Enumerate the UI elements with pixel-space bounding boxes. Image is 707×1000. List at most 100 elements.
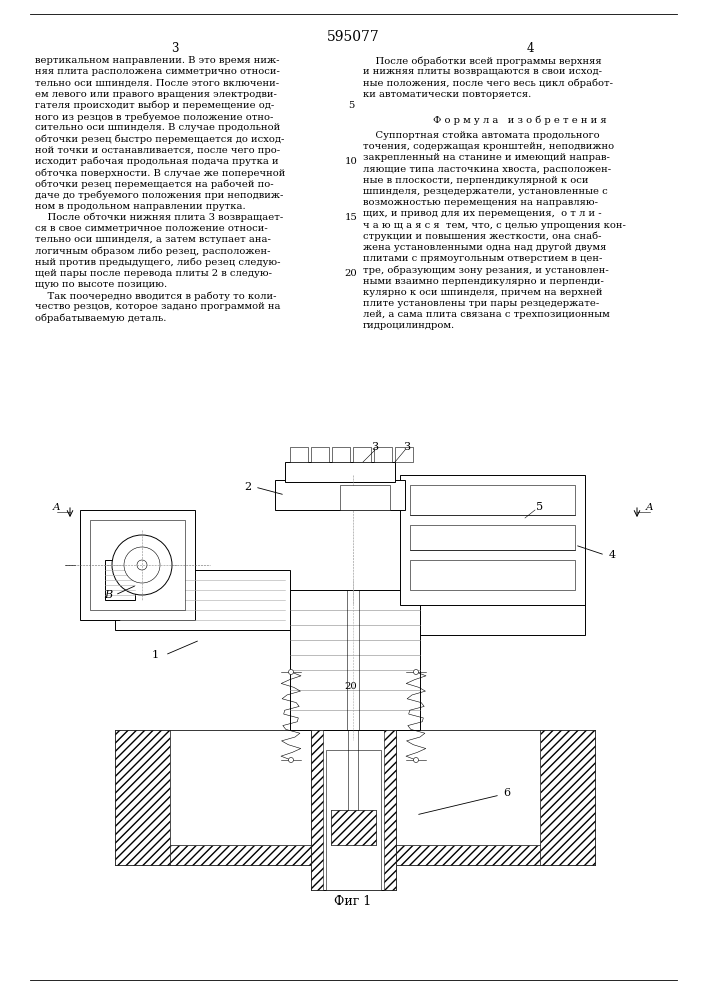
Text: 2: 2 <box>245 482 252 492</box>
Text: шпинделя, резцедержатели, установленные с: шпинделя, резцедержатели, установленные … <box>363 187 608 196</box>
Text: ся в свое симметричное положение относи-: ся в свое симметричное положение относи- <box>35 224 268 233</box>
Text: струкции и повышения жесткости, она снаб-: струкции и повышения жесткости, она снаб… <box>363 232 602 241</box>
Circle shape <box>288 670 293 674</box>
Text: исходит рабочая продольная подача прутка и: исходит рабочая продольная подача прутка… <box>35 157 279 166</box>
Text: 4: 4 <box>526 42 534 55</box>
Text: 20: 20 <box>344 269 357 278</box>
Text: После обработки всей программы верхняя: После обработки всей программы верхняя <box>363 56 602 66</box>
Bar <box>326 750 381 890</box>
Text: обточки резец быстро перемещается до исход-: обточки резец быстро перемещается до исх… <box>35 134 284 144</box>
Circle shape <box>112 535 172 595</box>
Text: После обточки нижняя плита 3 возвращает-: После обточки нижняя плита 3 возвращает- <box>35 213 284 222</box>
Text: A: A <box>646 504 654 512</box>
Circle shape <box>137 560 147 570</box>
Text: Ф о р м у л а   и з о б р е т е н и я: Ф о р м у л а и з о б р е т е н и я <box>433 115 607 125</box>
Text: ляющие типа ласточкина хвоста, расположен-: ляющие типа ласточкина хвоста, расположе… <box>363 165 611 174</box>
Text: ч а ю щ а я с я  тем, что, с целью упрощения кон-: ч а ю щ а я с я тем, что, с целью упроще… <box>363 221 626 230</box>
Text: няя плита расположена симметрично относи-: няя плита расположена симметрично относи… <box>35 67 280 76</box>
Text: 10: 10 <box>344 157 358 166</box>
Text: Так поочередно вводится в работу то коли-: Так поочередно вводится в работу то коли… <box>35 291 276 301</box>
Text: ки автоматически повторяется.: ки автоматически повторяется. <box>363 90 531 99</box>
Text: Фиг 1: Фиг 1 <box>334 895 372 908</box>
Bar <box>290 447 308 462</box>
Bar <box>540 730 595 865</box>
Text: обточки резец перемещается на рабочей по-: обточки резец перемещается на рабочей по… <box>35 179 274 189</box>
Text: щую по высоте позицию.: щую по высоте позицию. <box>35 280 167 289</box>
Bar <box>410 485 575 515</box>
Bar <box>290 590 420 730</box>
Bar <box>420 560 585 635</box>
Text: 5: 5 <box>348 101 354 110</box>
Bar <box>80 510 195 620</box>
Bar <box>331 810 376 845</box>
Text: закрепленный на станине и имеющий направ-: закрепленный на станине и имеющий направ… <box>363 153 610 162</box>
Text: обточка поверхности. В случае же поперечной: обточка поверхности. В случае же попереч… <box>35 168 286 178</box>
Text: плите установлены три пары резцедержате-: плите установлены три пары резцедержате- <box>363 299 600 308</box>
Circle shape <box>414 670 419 674</box>
Text: B: B <box>104 590 112 600</box>
Text: щих, и привод для их перемещения,  о т л и -: щих, и привод для их перемещения, о т л … <box>363 209 602 218</box>
Bar <box>410 525 575 550</box>
Text: ный против предыдущего, либо резец следую-: ный против предыдущего, либо резец следу… <box>35 258 281 267</box>
Bar <box>400 475 585 605</box>
Bar <box>384 730 396 890</box>
Text: A: A <box>53 504 61 512</box>
Text: 15: 15 <box>344 213 358 222</box>
Circle shape <box>124 547 160 583</box>
Text: жена установленными одна над другой двумя: жена установленными одна над другой двум… <box>363 243 607 252</box>
Bar <box>275 480 405 510</box>
Text: Суппортная стойка автомата продольного: Суппортная стойка автомата продольного <box>363 131 600 140</box>
Text: ные положения, после чего весь цикл обработ-: ные положения, после чего весь цикл обра… <box>363 78 613 88</box>
Bar <box>90 520 185 610</box>
Text: 595077: 595077 <box>327 30 380 44</box>
Bar <box>340 485 390 510</box>
Text: логичным образом либо резец, расположен-: логичным образом либо резец, расположен- <box>35 246 271 256</box>
Bar <box>115 730 170 865</box>
Bar <box>285 462 395 482</box>
Text: 5: 5 <box>537 502 544 512</box>
Text: обрабатываемую деталь.: обрабатываемую деталь. <box>35 314 166 323</box>
Text: 3: 3 <box>404 442 411 452</box>
Text: ном в продольном направлении прутка.: ном в продольном направлении прутка. <box>35 202 245 211</box>
Text: 6: 6 <box>503 788 510 798</box>
Bar <box>311 447 329 462</box>
Text: точения, содержащая кронштейн, неподвижно: точения, содержащая кронштейн, неподвижн… <box>363 142 614 151</box>
Text: 4: 4 <box>609 550 616 560</box>
Text: гидроцилиндром.: гидроцилиндром. <box>363 321 455 330</box>
Text: лей, а сама плита связана с трехпозиционным: лей, а сама плита связана с трехпозицион… <box>363 310 609 319</box>
Text: ного из резцов в требуемое положение отно-: ного из резцов в требуемое положение отн… <box>35 112 274 121</box>
Circle shape <box>288 758 293 762</box>
Text: 3: 3 <box>171 42 179 55</box>
Bar <box>115 570 290 630</box>
Text: вертикальном направлении. В это время ниж-: вертикальном направлении. В это время ни… <box>35 56 279 65</box>
Text: ными взаимно перпендикулярно и перпенди-: ными взаимно перпендикулярно и перпенди- <box>363 277 604 286</box>
Text: тельно оси шпинделя, а затем вступает ана-: тельно оси шпинделя, а затем вступает ан… <box>35 235 271 244</box>
Text: сительно оси шпинделя. В случае продольной: сительно оси шпинделя. В случае продольн… <box>35 123 280 132</box>
Bar <box>353 447 371 462</box>
Bar <box>170 730 540 845</box>
Text: ной точки и останавливается, после чего про-: ной точки и останавливается, после чего … <box>35 146 280 155</box>
Circle shape <box>414 758 419 762</box>
Text: 20: 20 <box>344 682 357 691</box>
Bar <box>105 560 135 600</box>
Bar <box>395 447 413 462</box>
Text: плитами с прямоугольным отверстием в цен-: плитами с прямоугольным отверстием в цен… <box>363 254 602 263</box>
Bar <box>170 845 540 865</box>
Bar <box>374 447 392 462</box>
Text: даче до требуемого положения при неподвиж-: даче до требуемого положения при неподви… <box>35 190 284 200</box>
Text: щей пары после перевода плиты 2 в следую-: щей пары после перевода плиты 2 в следую… <box>35 269 272 278</box>
Text: и нижняя плиты возвращаются в свои исход-: и нижняя плиты возвращаются в свои исход… <box>363 67 602 76</box>
Text: тре, образующим зону резания, и установлен-: тре, образующим зону резания, и установл… <box>363 265 609 275</box>
Text: ные в плоскости, перпендикулярной к оси: ные в плоскости, перпендикулярной к оси <box>363 176 588 185</box>
Text: ем левого или правого вращения электродви-: ем левого или правого вращения электродв… <box>35 90 277 99</box>
Bar <box>311 730 323 890</box>
Bar <box>410 560 575 590</box>
Bar <box>115 730 595 865</box>
Text: 3: 3 <box>371 442 378 452</box>
Bar <box>311 730 396 890</box>
Text: тельно оси шпинделя. После этого включени-: тельно оси шпинделя. После этого включен… <box>35 78 279 87</box>
Text: возможностью перемещения на направляю-: возможностью перемещения на направляю- <box>363 198 598 207</box>
Bar <box>331 810 376 845</box>
Text: гателя происходит выбор и перемещение од-: гателя происходит выбор и перемещение од… <box>35 101 274 110</box>
Bar <box>332 447 350 462</box>
